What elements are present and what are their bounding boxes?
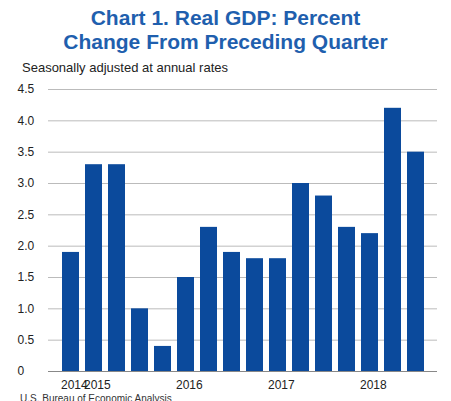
svg-text:2016: 2016 xyxy=(176,378,203,392)
svg-text:2017: 2017 xyxy=(268,378,295,392)
svg-text:4.0: 4.0 xyxy=(18,114,35,128)
svg-text:3.5: 3.5 xyxy=(18,145,35,159)
svg-text:2.5: 2.5 xyxy=(18,208,35,222)
svg-text:0.5: 0.5 xyxy=(18,333,35,347)
html-text:Chart 1. Real GDP: Percent Cha: Chart 1. Real GDP: Percent Change From P… xyxy=(63,6,388,53)
svg-text:0: 0 xyxy=(18,364,25,378)
html-text:Seasonally adjusted at annual: Seasonally adjusted at annual rates xyxy=(22,60,228,75)
svg-text:4.5: 4.5 xyxy=(18,82,35,96)
svg-text:1.0: 1.0 xyxy=(18,302,35,316)
svg-text:1.5: 1.5 xyxy=(18,270,35,284)
svg-text:2.0: 2.0 xyxy=(18,239,35,253)
svg-text:3.0: 3.0 xyxy=(18,176,35,190)
svg-text:2015: 2015 xyxy=(84,378,111,392)
svg-text:2014: 2014 xyxy=(61,378,88,392)
svg-text:2018: 2018 xyxy=(360,378,387,392)
